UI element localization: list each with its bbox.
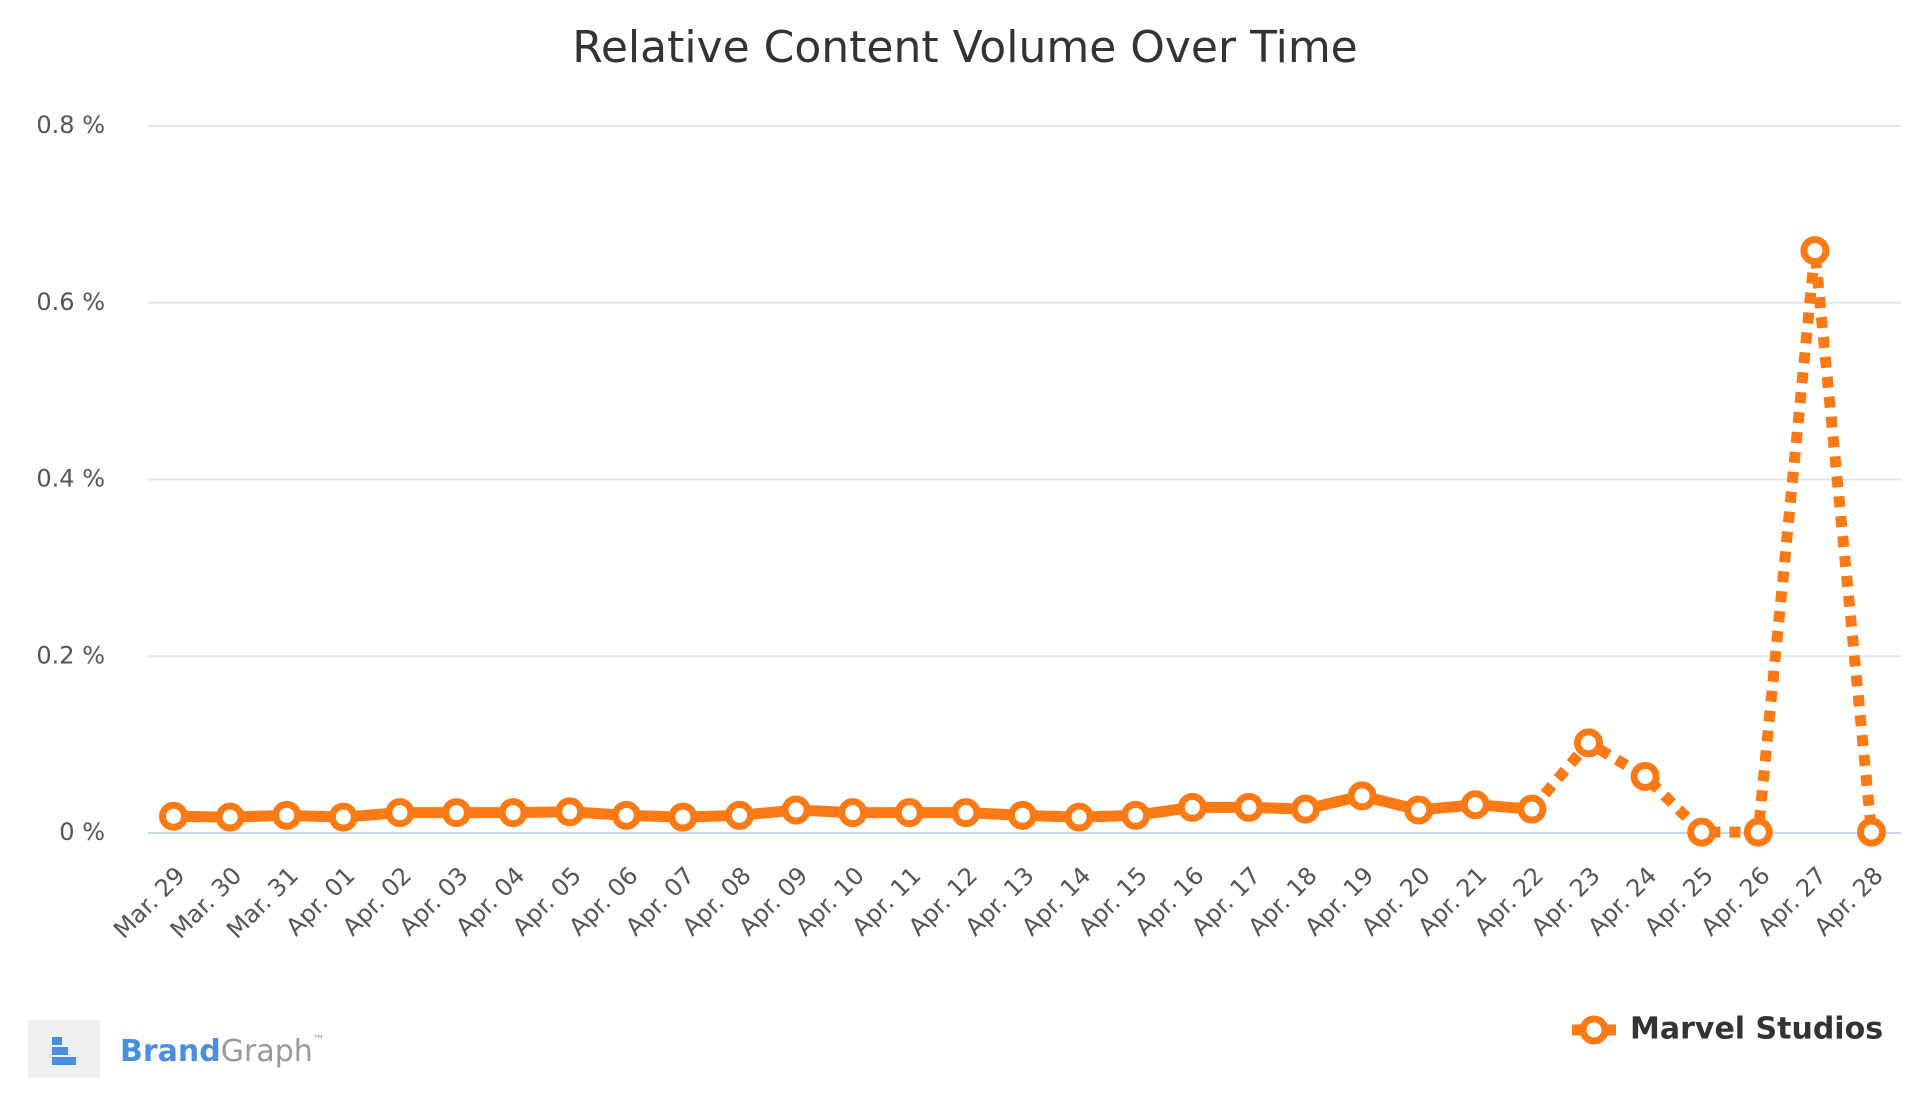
point: [498, 798, 528, 828]
y-tick-label: 0.4 %: [36, 465, 105, 493]
point: [442, 798, 471, 828]
point: [1517, 794, 1547, 824]
point: [1291, 794, 1320, 824]
point: [159, 801, 188, 831]
legend-marker: [1579, 1015, 1609, 1045]
point: [1630, 761, 1660, 791]
point: [1857, 817, 1886, 847]
point: [611, 800, 641, 830]
point: [1121, 800, 1151, 830]
point: [1064, 802, 1094, 832]
point: [215, 802, 245, 832]
point: [1234, 792, 1264, 822]
point: [838, 798, 868, 828]
brand-name: BrandGraph™: [120, 1033, 325, 1069]
point: [781, 795, 811, 825]
point: [1404, 795, 1434, 825]
y-tick-label: 0.8 %: [36, 111, 105, 139]
y-tick-label: 0.6 %: [36, 288, 105, 316]
chart-title: Relative Content Volume Over Time: [572, 22, 1358, 73]
point: [668, 802, 698, 832]
point: [894, 798, 924, 828]
legend-label: Marvel Studios: [1630, 1012, 1883, 1047]
point: [272, 800, 302, 830]
y-tick-label: 0 %: [59, 818, 105, 846]
point: [328, 802, 358, 832]
point: [1800, 236, 1830, 266]
point: [1574, 728, 1603, 758]
point: [951, 798, 981, 828]
point: [725, 800, 754, 830]
point: [385, 798, 415, 828]
point: [1008, 800, 1037, 830]
brand-part: Brand: [120, 1034, 221, 1069]
point: [555, 797, 585, 827]
point: [1460, 790, 1490, 820]
logo-bar: [52, 1037, 62, 1045]
y-tick-label: 0.2 %: [36, 641, 105, 669]
point: [1743, 817, 1773, 847]
logo-bar: [52, 1057, 76, 1065]
point: [1177, 792, 1207, 822]
brand-part: Graph: [221, 1034, 313, 1069]
point: [1687, 817, 1717, 847]
point: [1347, 781, 1377, 811]
brand-tm: ™: [313, 1033, 325, 1047]
logo-bar: [52, 1047, 68, 1055]
brand-logo: BrandGraph™: [28, 1020, 325, 1078]
